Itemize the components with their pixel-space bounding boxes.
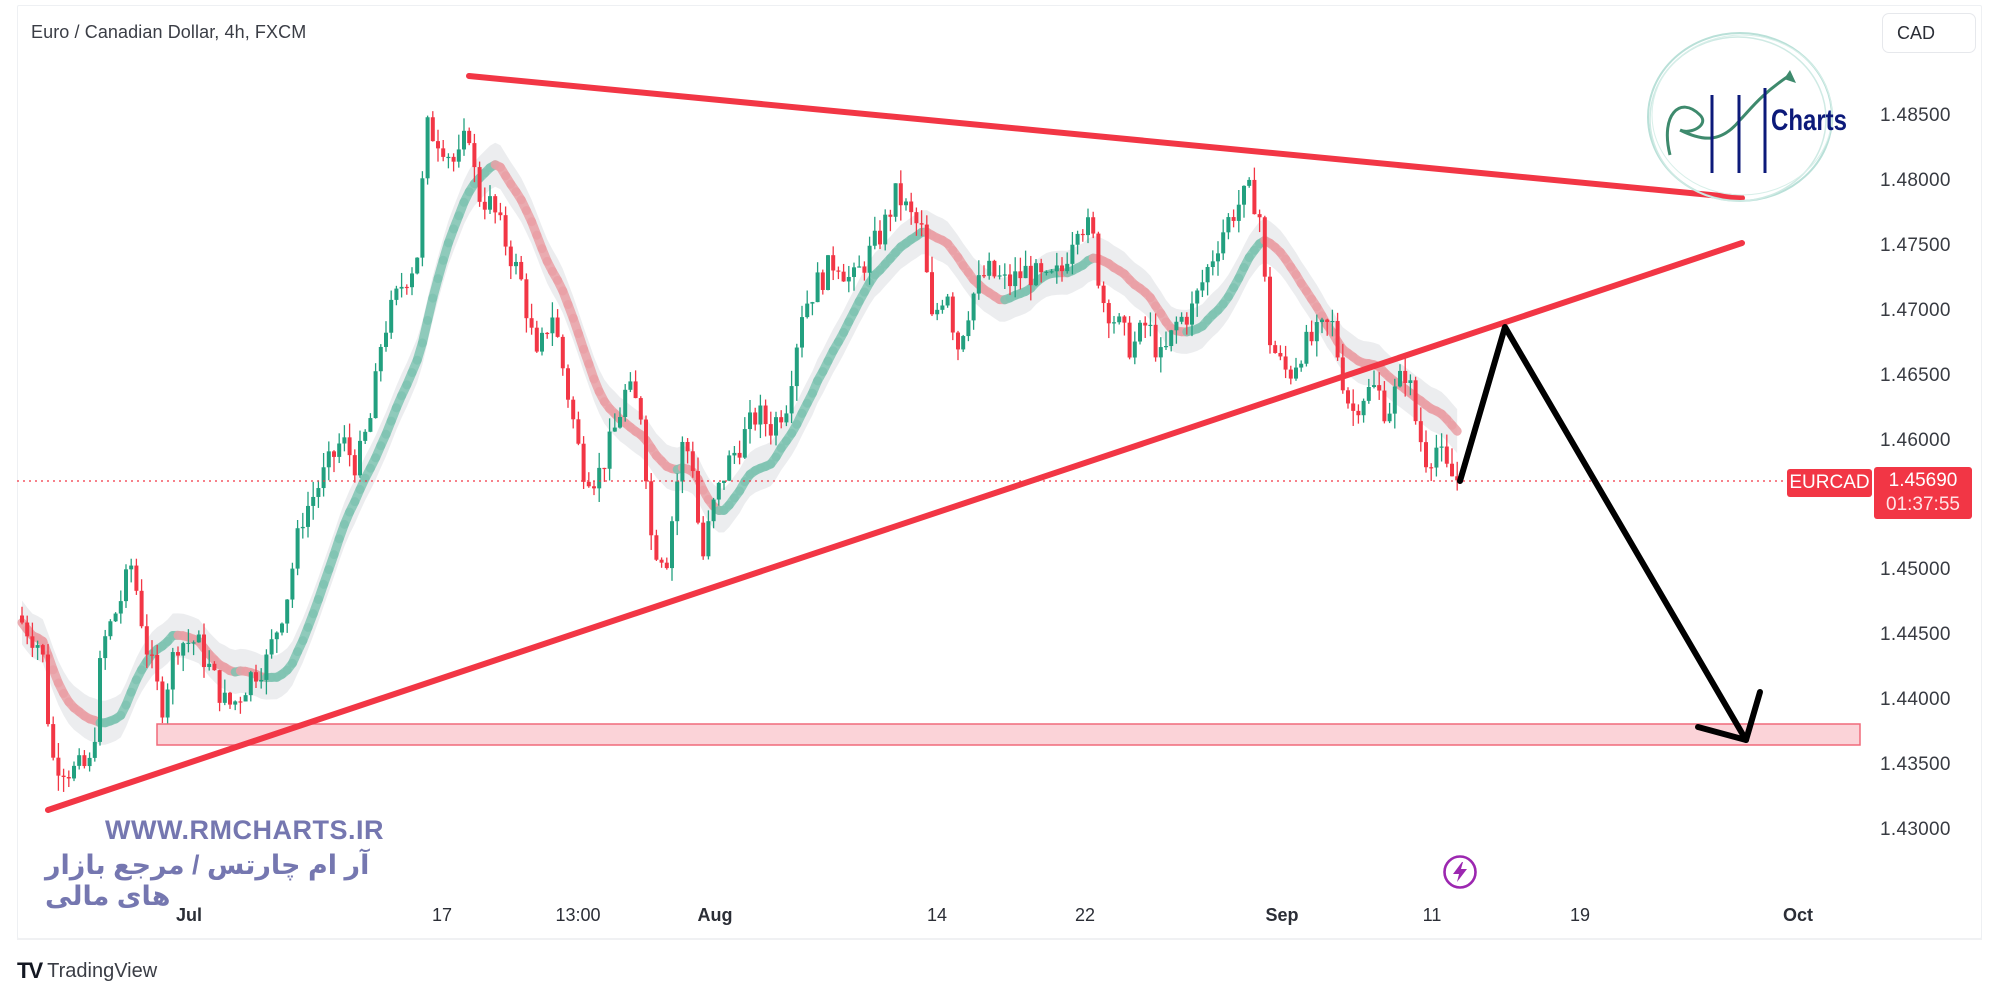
- price-axis-label: 1.44500: [1880, 624, 1951, 645]
- time-axis-label: 11: [1422, 905, 1442, 925]
- time-axis-label: 13:00: [555, 905, 601, 925]
- time-axis-label: 14: [926, 905, 948, 925]
- moving-average-ribbon: [17, 160, 1462, 728]
- last-price-value: 1.45690: [1888, 470, 1958, 491]
- time-axis-label: 17: [431, 905, 453, 925]
- time-axis-divider: [17, 938, 1982, 940]
- price-axis-label: 1.48000: [1880, 170, 1951, 191]
- lightning-icon[interactable]: [1442, 854, 1478, 890]
- time-axis-label: Sep: [1265, 905, 1299, 925]
- rmcharts-logo: [1647, 32, 1833, 202]
- price-axis-label: 1.43000: [1880, 819, 1951, 840]
- price-axis-label: 1.46000: [1880, 430, 1951, 451]
- price-axis-label: 1.47500: [1880, 235, 1951, 256]
- watermark-tagline: آر ام چارتس / مرجع بازار های مالی: [45, 850, 370, 911]
- watermark-url: WWW.RMCHARTS.IR: [105, 815, 384, 845]
- projection-path[interactable]: [1457, 324, 1749, 743]
- currency-button[interactable]: CAD: [1882, 13, 1976, 53]
- price-axis-label: 1.47000: [1880, 300, 1951, 321]
- candlestick-series: [20, 111, 1460, 792]
- price-axis-label: 1.43500: [1880, 754, 1951, 775]
- arrow-head-icon: [1695, 689, 1763, 743]
- time-axis-label: 19: [1569, 905, 1591, 925]
- time-axis-label: Oct: [1782, 905, 1814, 925]
- upper-trendline[interactable]: [466, 73, 1745, 201]
- time-axis-label: 22: [1074, 905, 1096, 925]
- time-axis-label: Jul: [175, 905, 203, 925]
- bar-countdown: 01:37:55: [1886, 494, 1960, 515]
- tradingview-mark-icon: TV: [17, 958, 43, 983]
- price-axis-label: 1.48500: [1880, 105, 1951, 126]
- tradingview-logo[interactable]: TV TradingView: [17, 958, 157, 984]
- price-axis-label: 1.44000: [1880, 689, 1951, 710]
- last-price-tag: 1.45690 01:37:55: [1874, 467, 1972, 519]
- symbol-price-tag: EURCAD: [1787, 469, 1872, 497]
- chart-title[interactable]: Euro / Canadian Dollar, 4h, FXCM: [31, 22, 307, 42]
- price-axis-label: 1.45000: [1880, 559, 1951, 580]
- target-zone-rectangle[interactable]: [156, 723, 1861, 746]
- lower-trendline[interactable]: [45, 240, 1745, 813]
- logo-text: Charts: [1771, 104, 1848, 137]
- tradingview-brand: TradingView: [47, 959, 158, 982]
- price-axis-label: 1.46500: [1880, 365, 1951, 386]
- time-axis-label: Aug: [697, 905, 733, 925]
